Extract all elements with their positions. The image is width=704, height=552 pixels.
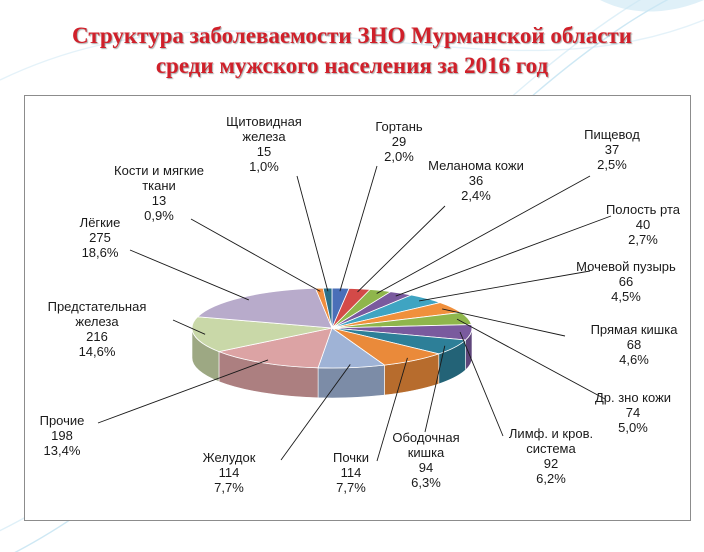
data-label-12: Предстательная железа 216 14,6% (48, 299, 147, 359)
leader-line-3 (395, 215, 612, 297)
data-label-percent: 2,7% (628, 232, 658, 247)
chart-title-line-1: Структура заболеваемости ЗНО Мурманской … (72, 23, 632, 48)
data-label-name: Почки (332, 450, 370, 465)
data-label-name: Мочевой пузырь (576, 259, 676, 274)
data-label-name: Полость рта (605, 202, 681, 217)
leader-line-1 (357, 205, 446, 293)
data-label-percent: 7,7% (214, 480, 244, 495)
data-label-value: 40 (635, 217, 651, 232)
data-label-name: Прямая кишка (590, 322, 678, 337)
data-label-value: 94 (418, 460, 434, 475)
leader-line-9 (376, 357, 408, 462)
data-label-name: Гортань (375, 119, 423, 134)
data-label-percent: 0,9% (144, 208, 174, 223)
data-label-8: Ободочная кишка 94 6,3% (392, 430, 459, 490)
leader-line-7 (459, 331, 504, 437)
data-label-value: 15 (256, 144, 272, 159)
data-label-value: 68 (626, 337, 642, 352)
data-label-value: 29 (391, 134, 407, 149)
data-label-name: кишка (407, 445, 445, 460)
data-label-value: 275 (89, 230, 111, 245)
data-label-percent: 13,4% (43, 443, 81, 458)
data-label-2: Пищевод 37 2,5% (584, 127, 640, 172)
data-label-name: система (526, 441, 576, 456)
leader-line-11 (97, 359, 269, 424)
swirl-line-2 (0, 19, 704, 81)
data-label-name: Щитовидная (226, 114, 302, 129)
data-label-14: Кости и мягкие ткани 13 0,9% (114, 163, 204, 223)
data-label-percent: 2,0% (384, 149, 414, 164)
pie-slices (191, 287, 473, 369)
data-label-percent: 5,0% (618, 420, 648, 435)
pie-side-walls (191, 327, 473, 399)
data-label-5: Прямая кишка 68 4,6% (591, 322, 678, 367)
data-label-name: Др. зно кожи (594, 390, 672, 405)
data-label-13: Лёгкие 275 18,6% (80, 215, 121, 260)
data-label-value: 37 (604, 142, 620, 157)
data-label-name: Меланома кожи (428, 158, 524, 173)
data-label-value: 216 (86, 329, 108, 344)
data-label-0: Гортань 29 2,0% (375, 119, 422, 164)
data-label-11: Прочие 198 13,4% (40, 413, 85, 458)
data-label-name: Пищевод (584, 127, 640, 142)
data-label-name: Ободочная (392, 430, 460, 445)
data-label-percent: 2,4% (461, 188, 491, 203)
data-label-6: Др. зно кожи 74 5,0% (595, 390, 671, 435)
leader-line-14 (190, 218, 321, 292)
data-label-1: Меланома кожи 36 2,4% (428, 158, 524, 203)
data-label-value: 114 (340, 465, 362, 480)
data-label-value: 74 (625, 405, 641, 420)
data-label-10: Желудок 114 7,7% (203, 450, 256, 495)
data-label-name: Кости и мягкие (114, 163, 204, 178)
pie-slice-15 (322, 287, 333, 329)
data-label-percent: 6,3% (411, 475, 441, 490)
data-label-percent: 7,7% (336, 480, 366, 495)
leader-line-5 (442, 308, 566, 337)
leader-line-4 (419, 270, 591, 302)
leader-line-8 (424, 345, 446, 433)
leader-line-0 (339, 165, 378, 292)
data-label-value: 36 (468, 173, 484, 188)
chart-title-line-2: среди мужского населения за 2016 год (155, 53, 549, 78)
data-label-value: 198 (51, 428, 73, 443)
data-label-percent: 2,5% (597, 157, 627, 172)
data-label-name: Предстательная (47, 299, 147, 314)
data-label-percent: 4,5% (611, 289, 641, 304)
data-label-name: Лимф. и кров. (508, 426, 594, 441)
leader-line-10 (280, 364, 351, 461)
pie-slice-13 (196, 287, 333, 329)
leader-line-13 (129, 249, 249, 301)
data-label-3: Полость рта 40 2,7% (606, 202, 680, 247)
leader-line-2 (376, 175, 591, 294)
data-label-name: железа (75, 314, 119, 329)
data-label-9: Почки 114 7,7% (333, 450, 369, 495)
data-label-4: Мочевой пузырь 66 4,5% (576, 259, 676, 304)
data-label-percent: 6,2% (536, 471, 566, 486)
data-label-percent: 18,6% (81, 245, 119, 260)
pie-chart (97, 165, 612, 462)
swirl-corner (600, 0, 704, 12)
data-label-percent: 14,6% (78, 344, 116, 359)
data-label-percent: 4,6% (619, 352, 649, 367)
leader-line-12 (172, 319, 206, 335)
data-label-name: ткани (142, 178, 176, 193)
pie-side-10 (317, 364, 385, 399)
data-label-value: 13 (151, 193, 167, 208)
data-label-value: 114 (218, 465, 240, 480)
chart-frame: Гортань 29 2,0% Меланома кожи 36 2,4% Пищевод 3… (24, 95, 691, 521)
data-label-7: Лимф. и кров. система 92 6,2% (509, 426, 593, 486)
leader-line-15 (296, 175, 329, 292)
data-label-name: Прочие (39, 413, 85, 428)
leader-line-6 (456, 318, 606, 400)
data-label-percent: 1,0% (249, 159, 279, 174)
data-label-15: Щитовидная железа 15 1,0% (226, 114, 302, 174)
pie-slice-11 (217, 327, 333, 369)
data-label-value: 66 (618, 274, 634, 289)
leader-lines (97, 165, 612, 462)
data-label-value: 92 (543, 456, 559, 471)
data-label-name: железа (242, 129, 286, 144)
data-label-name: Лёгкие (79, 215, 121, 230)
data-label-name: Желудок (202, 450, 256, 465)
